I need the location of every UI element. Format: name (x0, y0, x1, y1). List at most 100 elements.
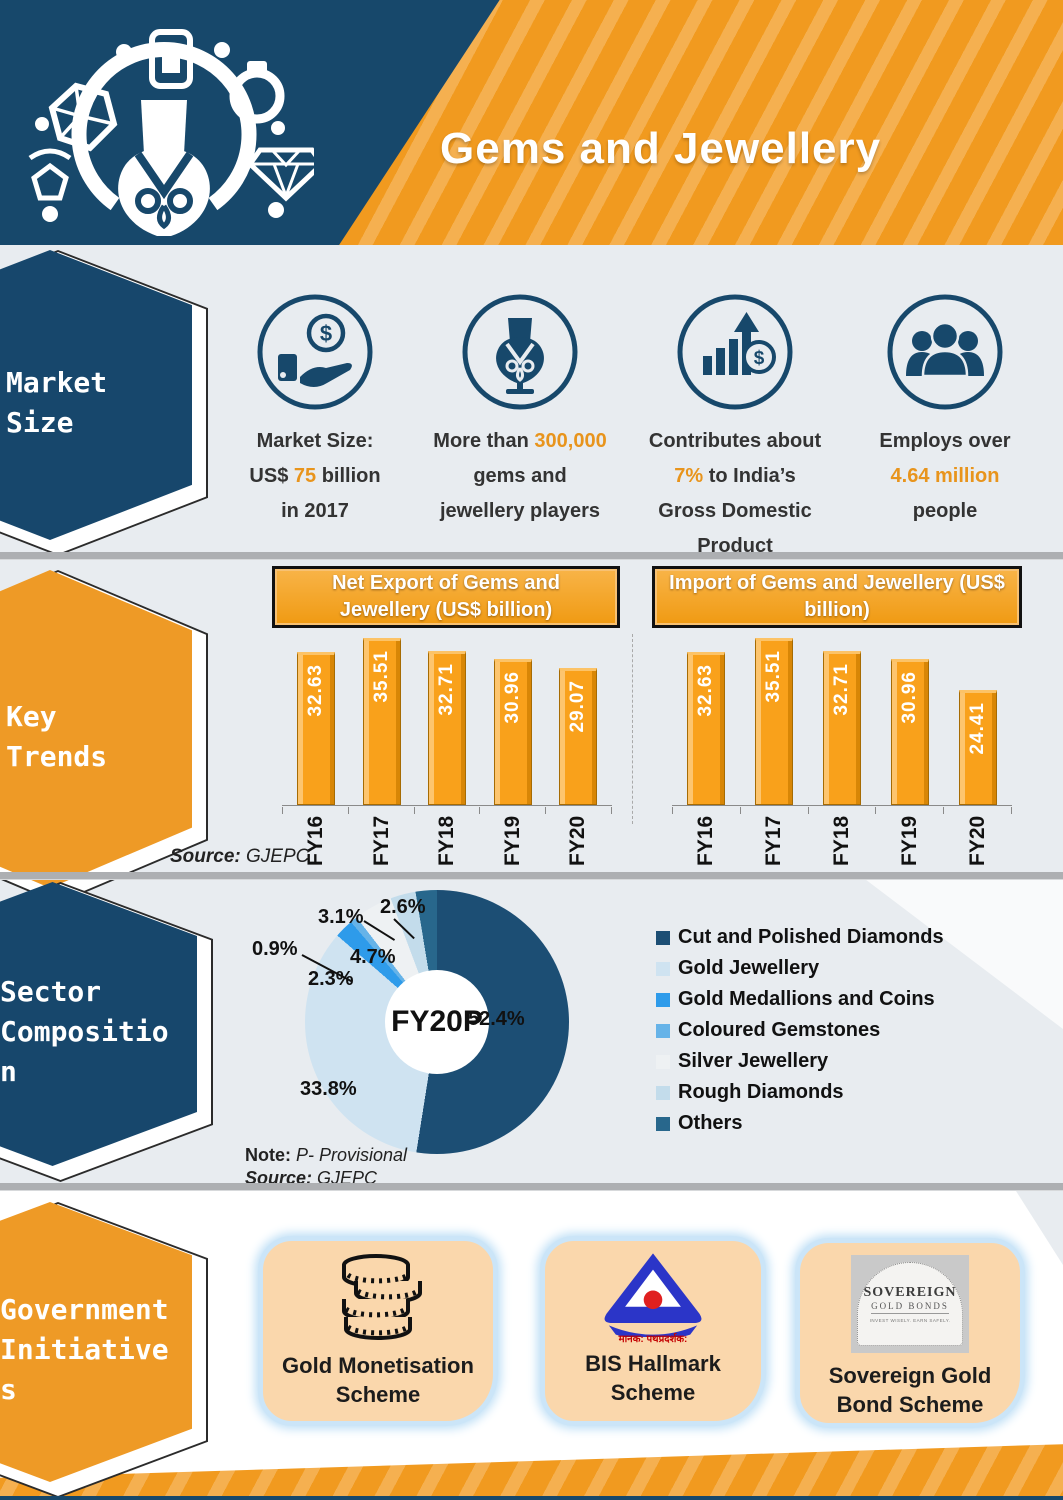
section-divider (0, 1183, 1063, 1190)
pie-value-label: 0.9% (252, 938, 298, 960)
import-plot: 32.63 35.51 32.71 30.96 24.41 (672, 634, 1012, 806)
bis-logo (604, 1253, 702, 1337)
bar-value-label: 32.63 (695, 664, 716, 717)
bar-value-label: 30.96 (899, 671, 920, 724)
sovereign-gold-bond-logo: SOVEREIGN GOLD BONDS INVEST WISELY. EARN… (851, 1255, 969, 1353)
legend-label: Others (678, 1112, 743, 1134)
chart-title: Import of Gems and Jewellery (US$ billio… (652, 566, 1022, 628)
sgb-logo-subtitle: GOLD BONDS (871, 1301, 949, 1314)
key-trends-section-label: Key Trends (6, 700, 108, 773)
government-initiatives-hexagon: Government Initiative s (0, 1202, 208, 1498)
bar: 24.41 (956, 690, 1000, 805)
legend-item: Rough Diamonds (656, 1077, 944, 1108)
legend-item: Silver Jewellery (656, 1046, 944, 1077)
pie-value-label: 33.8% (300, 1078, 357, 1100)
necklace-icon (462, 294, 578, 410)
stat-text: Employs over 4.64 million people (879, 430, 1011, 522)
net-export-plot: 32.63 35.51 32.71 30.96 29.07 (282, 634, 612, 806)
category-label: FY20 (566, 815, 589, 866)
legend-item: Gold Medallions and Coins (656, 984, 944, 1015)
bottom-navy-strip (0, 1496, 1063, 1500)
stat-text: Market Size: US$ 75 billion in 2017 (249, 430, 381, 522)
legend-label: Gold Jewellery (678, 957, 820, 979)
government-initiatives-section-label: Government Initiative s (0, 1293, 169, 1406)
card-label: Gold Monetisation Scheme (282, 1353, 474, 1407)
bar-value-label: 35.51 (370, 650, 392, 703)
bar: 32.63 (294, 652, 338, 805)
plot-border-dashed (632, 634, 633, 824)
note-label: Note: (245, 1145, 291, 1165)
chart-title: Net Export of Gems and Jewellery (US$ bi… (272, 566, 620, 628)
bar: 32.71 (820, 651, 864, 805)
bar: 35.51 (752, 638, 796, 805)
source-value: GJEPC (240, 846, 310, 867)
sector-composition-hexagon: Sector Compositio n (0, 882, 213, 1182)
card-sovereign-gold-bond: SOVEREIGN GOLD BONDS INVEST WISELY. EARN… (795, 1238, 1025, 1428)
market-size-section-label: Market Size (6, 366, 108, 439)
card-gold-monetisation: Gold Monetisation Scheme (258, 1236, 498, 1426)
sector-composition-pie: FY20P (305, 890, 569, 1154)
legend-label: Silver Jewellery (678, 1050, 829, 1072)
section-divider (0, 872, 1063, 879)
legend-label: Rough Diamonds (678, 1081, 844, 1103)
legend-label: Cut and Polished Diamonds (678, 926, 944, 948)
people-icon (887, 294, 1003, 410)
card-label: Sovereign Gold Bond Scheme (828, 1363, 992, 1417)
bar: 30.96 (491, 659, 535, 805)
page-title: Gems and Jewellery (440, 124, 882, 173)
growth-dollar-icon: $ (677, 294, 793, 410)
sgb-logo-title: SOVEREIGN (863, 1285, 957, 1300)
jewellery-emblem-icon (28, 29, 314, 236)
header: Gems and Jewellery (0, 0, 1063, 245)
category-label: FY19 (898, 815, 921, 866)
bar-value-label: 32.71 (831, 663, 852, 716)
pie-value-label: 52.4% (468, 1008, 525, 1030)
bar: 29.07 (556, 668, 600, 805)
svg-text:$: $ (320, 321, 332, 346)
bar: 30.96 (888, 659, 932, 805)
bar-value-label: 30.96 (501, 671, 523, 724)
pie-legend: Cut and Polished Diamonds Gold Jewellery G… (656, 922, 944, 1139)
axis-ticks (672, 807, 1012, 814)
gold-coins-icon (342, 1254, 422, 1340)
stat-text: More than 300,000 gems and jewellery pla… (433, 430, 607, 522)
legend-swatch (656, 930, 670, 945)
market-size-hexagon: Market Size (0, 250, 208, 556)
pie-center-label: FY20P (385, 970, 489, 1074)
legend-item: Others (656, 1108, 944, 1139)
import-chart: Import of Gems and Jewellery (US$ billio… (652, 566, 1022, 628)
category-label: FY18 (435, 815, 458, 866)
category-label: FY18 (830, 815, 853, 866)
legend-item: Gold Jewellery (656, 953, 944, 984)
category-label: FY17 (762, 815, 785, 866)
category-label: FY16 (694, 815, 717, 866)
stat-text: Contributes about 7% to India’s Gross Do… (648, 430, 822, 557)
axis-tick (672, 807, 741, 814)
bis-logo-hindi-text: मानक: पथप्रदर्शक: (618, 1334, 688, 1345)
stat-players: More than 300,000 gems and jewellery pla… (412, 292, 628, 529)
svg-text:$: $ (754, 348, 765, 369)
pie-value-label: 2.3% (308, 968, 354, 990)
bar-value-label: 29.07 (567, 680, 588, 733)
net-export-categories: FY16 FY17 FY18 FY19 FY20 (282, 808, 612, 866)
axis-tick (349, 807, 415, 814)
axis-tick (415, 807, 481, 814)
legend-swatch (656, 992, 670, 1007)
axis-tick (282, 807, 349, 814)
legend-label: Coloured Gemstones (678, 1019, 881, 1041)
bar-value-label: 32.71 (436, 663, 457, 716)
legend-swatch (656, 1054, 670, 1069)
legend-swatch (656, 1085, 670, 1100)
card-label: BIS Hallmark Scheme (585, 1351, 721, 1405)
note-value: P- Provisional (291, 1145, 408, 1165)
axis-tick (741, 807, 809, 814)
bar: 35.51 (360, 638, 404, 805)
bar: 32.63 (684, 652, 728, 805)
stat-employment: Employs over 4.64 million people (845, 292, 1045, 529)
legend-item: Coloured Gemstones (656, 1015, 944, 1046)
net-export-chart: Net Export of Gems and Jewellery (US$ bi… (272, 566, 620, 628)
axis-tick (480, 807, 547, 814)
source-label: Source: (170, 846, 241, 867)
pie-value-label: 4.7% (350, 946, 396, 968)
legend-swatch (656, 1116, 670, 1131)
